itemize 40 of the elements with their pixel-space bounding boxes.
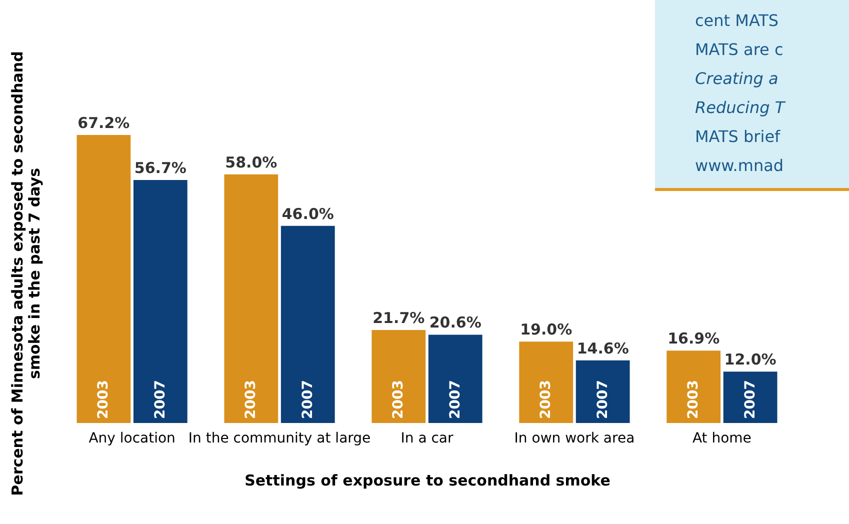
data-label: 20.6%	[429, 314, 482, 332]
text: 2003	[686, 380, 702, 419]
x-axis-title: Settings of exposure to secondhand smoke	[244, 472, 610, 490]
data-label: 56.7%	[134, 159, 186, 177]
bar	[372, 330, 426, 423]
text: 2007	[742, 380, 758, 419]
series-label: 2007	[152, 380, 168, 419]
x-tick-label: At home	[692, 430, 752, 446]
bar	[519, 342, 574, 423]
text: 2007	[300, 380, 316, 419]
data-label: 16.9%	[668, 330, 720, 348]
x-tick-label: In a car	[400, 430, 454, 446]
data-label: 21.7%	[372, 309, 425, 327]
text: 2003	[243, 380, 260, 419]
y-axis-title: Percent of Minnesota adults exposed to secondhand smoke in the past 7 days	[8, 51, 44, 496]
data-label: 12.0%	[724, 350, 776, 369]
text: 2003	[538, 380, 554, 419]
data-label: 58.0%	[225, 153, 278, 172]
annotation: MATS brief	[695, 126, 782, 148]
x-tick-label: In own work area	[514, 430, 635, 446]
data-label: 19.0%	[520, 320, 572, 339]
bar	[723, 372, 778, 423]
data-label: 67.2%	[78, 114, 130, 132]
annotation: www.mnad	[695, 155, 785, 177]
bar	[576, 360, 630, 423]
bar	[76, 135, 131, 423]
bar	[428, 334, 482, 423]
bar	[133, 180, 188, 423]
text: 2003	[390, 380, 407, 419]
data-label: 46.0%	[282, 204, 334, 223]
x-tick-label: In the community at large	[188, 430, 371, 446]
note-panel: cent MATS MATS are c Creating a Reducing T MATS brief www.mnad	[655, 0, 849, 191]
text: 2007	[447, 380, 464, 419]
bar	[280, 226, 335, 423]
bar	[666, 350, 721, 423]
text: 2007	[594, 380, 611, 419]
bar	[224, 174, 278, 423]
series-label: 2003	[96, 380, 112, 419]
x-tick-label: Any location	[88, 430, 176, 446]
data-label: 14.6%	[576, 339, 629, 358]
